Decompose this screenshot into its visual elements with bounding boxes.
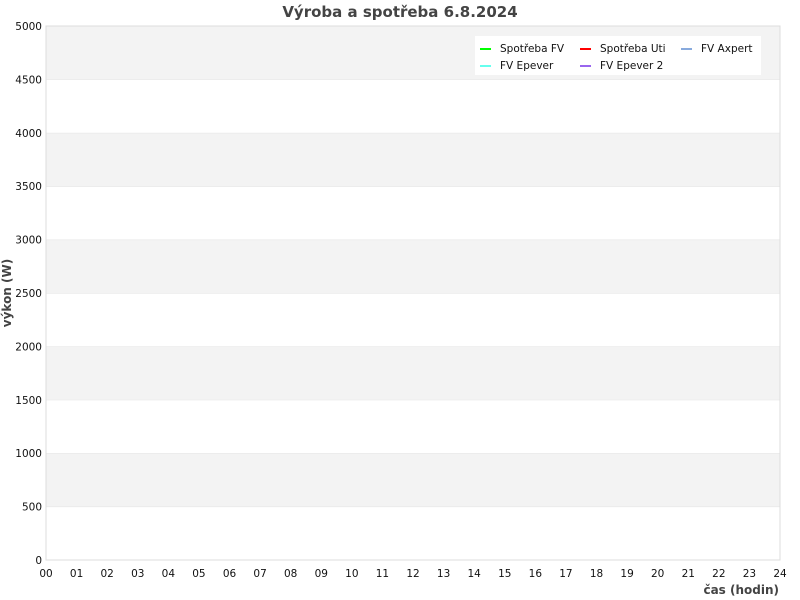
legend-entry: FV Epever 2 [600, 60, 663, 72]
chart-title: Výroba a spotřeba 6.8.2024 [282, 3, 517, 21]
y-tick-label: 3500 [15, 181, 42, 193]
x-axis-label: čas (hodin) [703, 583, 779, 597]
x-tick-label: 06 [223, 568, 237, 580]
x-tick-label: 14 [467, 568, 481, 580]
x-tick-label: 09 [315, 568, 328, 580]
grid-band [46, 79, 780, 133]
y-tick-label: 0 [35, 555, 42, 567]
grid-band [46, 346, 780, 400]
x-tick-label: 02 [100, 568, 113, 580]
x-tick-label: 13 [437, 568, 450, 580]
plot-frame [45, 25, 781, 561]
x-tick-label: 04 [162, 568, 176, 580]
x-tick-label: 03 [131, 568, 144, 580]
x-tick-label: 22 [712, 568, 725, 580]
legend-entry: FV Axpert [701, 43, 753, 55]
x-tick-label: 20 [651, 568, 664, 580]
grid-band [46, 239, 780, 293]
legend-entry: FV Epever [500, 60, 554, 72]
y-tick-label: 2500 [15, 288, 42, 300]
y-tick-label: 5000 [15, 21, 42, 33]
legend-entry: Spotřeba Uti [600, 43, 666, 55]
x-tick-label: 07 [253, 568, 266, 580]
x-tick-label: 12 [406, 568, 419, 580]
x-tick-label: 05 [192, 568, 205, 580]
y-tick-label: 1500 [15, 395, 42, 407]
y-tick-label: 1000 [15, 448, 42, 460]
x-tick-label: 24 [773, 568, 787, 580]
y-tick-label: 4000 [15, 128, 42, 140]
y-axis-label: výkon (W) [0, 259, 14, 327]
x-tick-label: 21 [682, 568, 695, 580]
legend: Spotřeba FV Spotřeba Uti FV Axpert FV Epeve… [475, 36, 761, 75]
y-tick-label: 2000 [15, 341, 42, 353]
x-tick-label: 15 [498, 568, 511, 580]
grid-band [46, 506, 780, 560]
grid-band [46, 399, 780, 454]
grid-band [46, 453, 780, 507]
x-tick-label: 23 [743, 568, 756, 580]
x-tick-label: 00 [39, 568, 52, 580]
x-tick-label: 11 [376, 568, 389, 580]
grid-band [46, 293, 780, 347]
legend-entry: Spotřeba FV [500, 43, 565, 55]
x-tick-label: 08 [284, 568, 297, 580]
x-tick-label: 19 [620, 568, 633, 580]
y-tick-label: 4500 [15, 74, 42, 86]
x-tick-label: 01 [70, 568, 83, 580]
x-tick-label: 18 [590, 568, 603, 580]
grid-band [46, 186, 780, 240]
y-tick-label: 3000 [15, 235, 42, 247]
x-tick-label: 17 [559, 568, 572, 580]
y-tick-label: 500 [22, 502, 42, 514]
x-tick-label: 10 [345, 568, 358, 580]
grid-band [46, 132, 780, 187]
x-tick-label: 16 [529, 568, 543, 580]
